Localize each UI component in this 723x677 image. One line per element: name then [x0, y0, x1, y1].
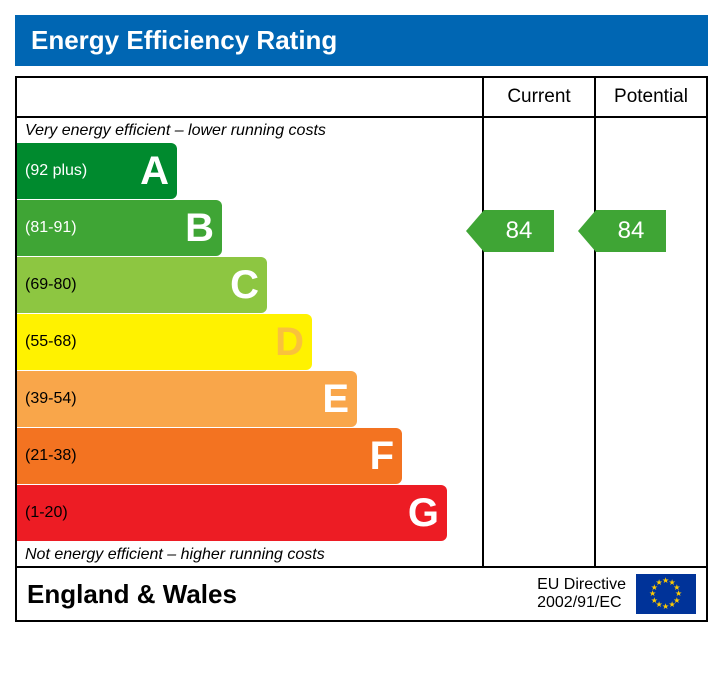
bands-area: Very energy efficient – lower running co…: [17, 118, 482, 566]
band-range: (21-38): [17, 447, 77, 465]
rating-arrow-current: 84: [466, 210, 554, 252]
band-d: (55-68) D: [17, 314, 312, 370]
band-letter: G: [408, 491, 439, 536]
band-range: (39-54): [17, 390, 77, 408]
band-range: (92 plus): [17, 162, 87, 180]
band-range: (1-20): [17, 504, 68, 522]
footer-directive: EU Directive 2002/91/EC: [537, 576, 626, 611]
col-header-potential: Potential: [594, 78, 706, 116]
chart-title: Energy Efficiency Rating: [15, 15, 708, 66]
column-header-row: Current Potential: [17, 78, 706, 118]
footer-region: England & Wales: [27, 579, 537, 610]
band-range: (55-68): [17, 333, 77, 351]
band-letter: B: [185, 206, 214, 251]
epc-chart: Energy Efficiency Rating Current Potenti…: [0, 0, 723, 637]
band-b: (81-91) B: [17, 200, 222, 256]
band-letter: F: [370, 434, 394, 479]
band-g: (1-20) G: [17, 485, 447, 541]
col-potential: 84: [594, 118, 706, 566]
eu-star-icon: ★: [656, 578, 663, 587]
band-range: (69-80): [17, 276, 77, 294]
band-letter: D: [275, 320, 304, 365]
band-letter: C: [230, 263, 259, 308]
eu-star-icon: ★: [669, 600, 676, 609]
band-letter: E: [322, 377, 349, 422]
band-f: (21-38) F: [17, 428, 402, 484]
col-current: 84: [482, 118, 594, 566]
chart-box: Current Potential Very energy efficient …: [15, 76, 708, 622]
eu-star-icon: ★: [662, 602, 669, 611]
band-letter: A: [140, 149, 169, 194]
directive-line2: 2002/91/EC: [537, 594, 626, 612]
arrow-value: 84: [484, 210, 554, 252]
header-spacer: [17, 78, 482, 116]
note-top: Very energy efficient – lower running co…: [17, 118, 482, 142]
arrow-value: 84: [596, 210, 666, 252]
band-a: (92 plus) A: [17, 143, 177, 199]
footer-row: England & Wales EU Directive 2002/91/EC …: [17, 566, 706, 620]
band-c: (69-80) C: [17, 257, 267, 313]
col-header-current: Current: [482, 78, 594, 116]
band-e: (39-54) E: [17, 371, 357, 427]
arrow-tip-icon: [466, 210, 484, 252]
band-range: (81-91): [17, 219, 77, 237]
eu-flag-icon: ★★★★★★★★★★★★: [636, 574, 696, 614]
rating-arrow-potential: 84: [578, 210, 666, 252]
directive-line1: EU Directive: [537, 576, 626, 594]
arrow-tip-icon: [578, 210, 596, 252]
note-bottom: Not energy efficient – higher running co…: [17, 542, 482, 566]
bands-row: Very energy efficient – lower running co…: [17, 118, 706, 566]
